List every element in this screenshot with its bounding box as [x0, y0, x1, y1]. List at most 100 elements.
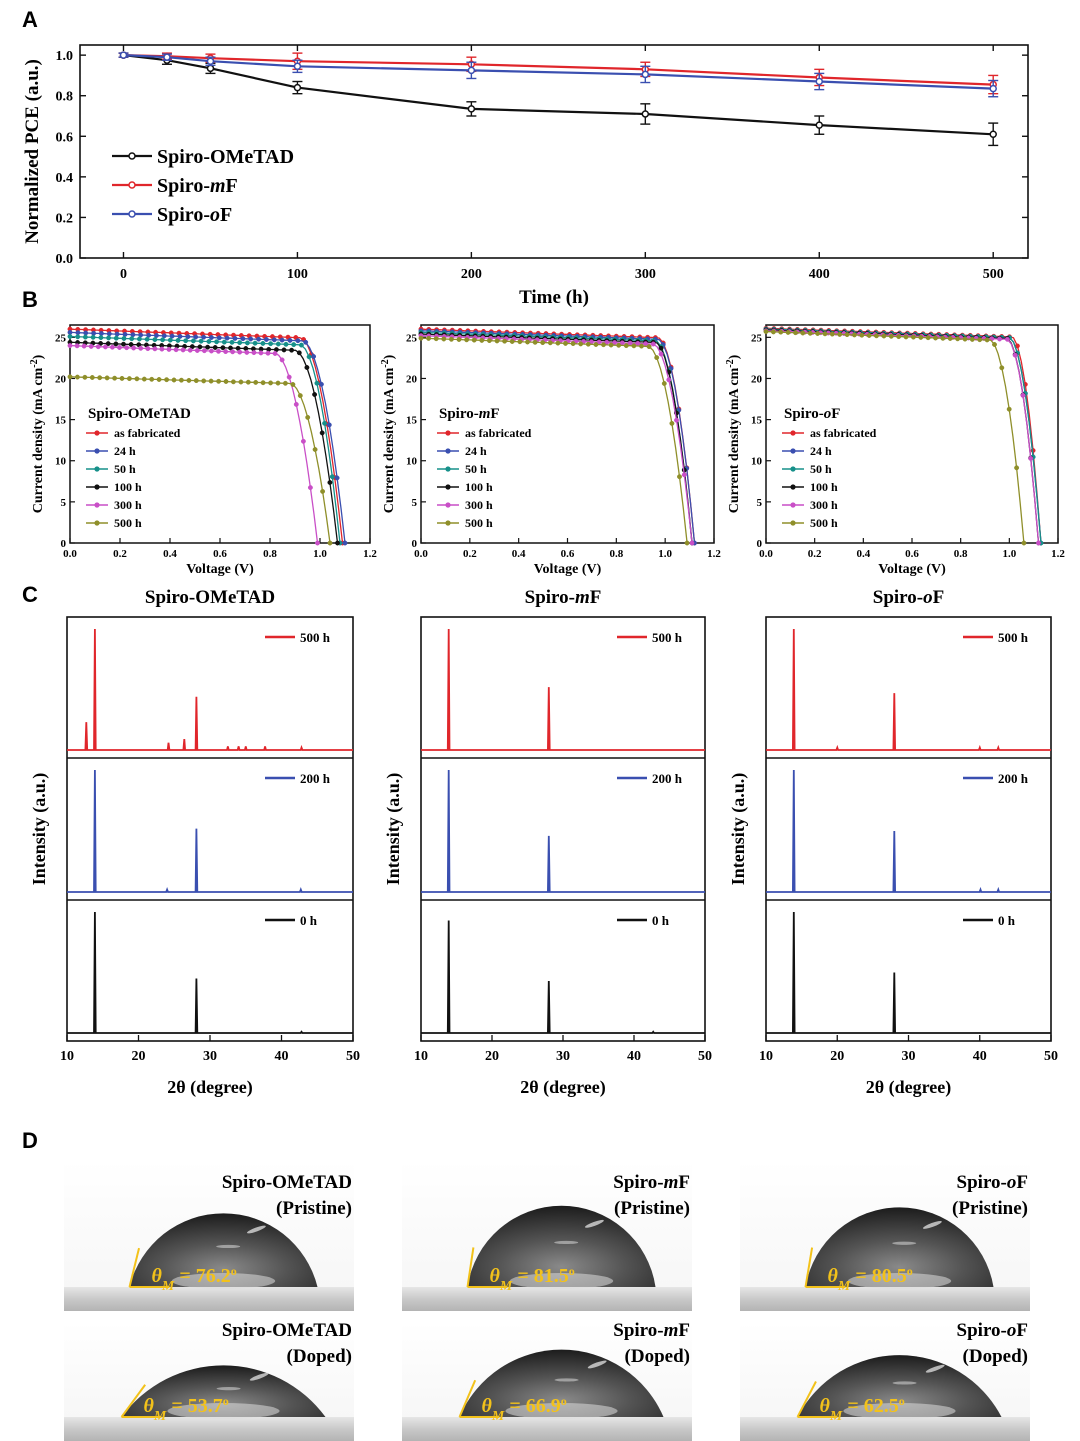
- y-tick-label: 15: [406, 415, 418, 427]
- angle-tangent: [128, 1247, 141, 1288]
- y-tick-label: 20: [55, 373, 67, 385]
- legend-marker: [790, 502, 796, 508]
- legend-label: 24 h: [810, 444, 832, 458]
- jv-point: [298, 342, 304, 348]
- jv-point: [650, 341, 656, 347]
- angle-value: 76.2: [196, 1265, 231, 1287]
- jv-point: [252, 340, 258, 346]
- x-tick-label: 50: [1044, 1049, 1058, 1064]
- substrate: [402, 1417, 692, 1441]
- jv-point: [117, 345, 122, 350]
- x-axis-label-part: 2: [520, 1077, 529, 1097]
- jv-point: [230, 349, 236, 355]
- jv-point: [494, 338, 500, 344]
- sample-condition: (Doped): [287, 1346, 352, 1367]
- jv-point: [232, 335, 238, 341]
- series-line-Spiro-oF: [123, 54, 994, 90]
- xrd-pattern-0 h: [766, 911, 1051, 1034]
- jv-point: [171, 377, 177, 383]
- jv-point: [183, 338, 189, 344]
- jv-point: [326, 422, 332, 428]
- jv-point: [102, 344, 108, 350]
- jv-point: [104, 375, 110, 381]
- jv-point: [999, 365, 1005, 371]
- jv-curve-300 h: [69, 344, 319, 544]
- droplet-highlight: [892, 1241, 917, 1245]
- jv-point: [216, 335, 222, 341]
- water-droplet: [459, 1349, 664, 1417]
- legend-label: as fabricated: [465, 426, 532, 440]
- jv-point: [190, 338, 196, 344]
- jv-point: [456, 337, 462, 342]
- jv-point: [214, 339, 220, 345]
- legend-label: 300 h: [810, 498, 838, 512]
- y-tick-label: 5: [757, 497, 763, 509]
- jv-point: [251, 350, 257, 356]
- jv-point: [106, 335, 112, 341]
- sample-name-italic: o: [1007, 1320, 1017, 1341]
- contact-angle-label: θM = 53.7o: [144, 1394, 229, 1424]
- jv-curve-as fabricated: [420, 328, 696, 544]
- jv-point: [205, 344, 211, 350]
- subplot-title-italic: m: [575, 587, 590, 608]
- subplot-title-part: F: [590, 587, 602, 608]
- legend-label: 500 h: [465, 516, 493, 530]
- degree-mark: o: [223, 1394, 229, 1408]
- panel-label-c: C: [22, 582, 38, 607]
- jv-point: [319, 430, 325, 436]
- jv-point: [146, 332, 152, 338]
- jv-point: [160, 337, 166, 343]
- x-tick-label: 200: [461, 267, 482, 282]
- jv-point: [201, 348, 207, 354]
- jv-point: [517, 339, 523, 345]
- y-tick-label: 20: [751, 373, 763, 385]
- data-point: [815, 77, 824, 86]
- jv-point: [623, 343, 629, 349]
- y-axis-label: Intensity (a.u.): [29, 773, 50, 886]
- angle-tangent: [458, 1379, 477, 1418]
- legend-label: as fabricated: [114, 426, 181, 440]
- series-line-Spiro-OMeTAD: [123, 54, 994, 136]
- sample-name: Spiro-oF: [957, 1172, 1028, 1193]
- contact-angle-image: θM = 66.9o Spiro-mF (Doped): [402, 1320, 692, 1441]
- x-tick-label: 0.4: [512, 548, 526, 560]
- y-tick-label: 0.0: [56, 252, 74, 267]
- jv-point: [1028, 455, 1034, 461]
- jv-point: [81, 343, 87, 349]
- jv-point: [888, 333, 894, 339]
- sample-condition: (Pristine): [952, 1198, 1028, 1219]
- x-tick-label: 0.8: [609, 548, 623, 560]
- jv-curve-100 h: [765, 329, 1040, 544]
- sample-name-part: F: [678, 1320, 690, 1341]
- jv-point: [208, 335, 214, 340]
- jv-point: [666, 377, 672, 383]
- jv-curve-as fabricated: [69, 328, 344, 544]
- y-axis-label-part: Current density (mA cm: [31, 367, 46, 513]
- angle-equals: =: [842, 1395, 863, 1417]
- y-axis-label-sup: -2: [725, 359, 736, 367]
- legend-label: 200 h: [300, 771, 331, 786]
- jv-point: [646, 344, 652, 350]
- jv-point: [88, 343, 94, 349]
- data-point: [641, 70, 650, 79]
- jv-point: [98, 331, 104, 336]
- x-tick-label: 0.0: [759, 548, 773, 560]
- jv-point: [295, 338, 301, 344]
- jv-point: [237, 349, 243, 355]
- jv-point: [287, 337, 293, 343]
- jv-point: [106, 331, 112, 337]
- legend-label: 50 h: [114, 462, 136, 476]
- legend-label: 500 h: [652, 630, 683, 645]
- jv-point: [216, 348, 221, 354]
- y-tick-label: 10: [751, 456, 763, 468]
- droplet-highlight: [584, 1219, 604, 1228]
- data-point: [206, 64, 215, 73]
- jv-point: [335, 540, 340, 546]
- jv-point: [130, 332, 136, 338]
- data-point: [989, 84, 997, 93]
- legend-label: Spiro-OMeTAD: [157, 146, 294, 168]
- jv-point: [1004, 336, 1010, 342]
- sample-name: Spiro-oF: [957, 1320, 1028, 1341]
- x-tick-label: 0.2: [808, 548, 822, 560]
